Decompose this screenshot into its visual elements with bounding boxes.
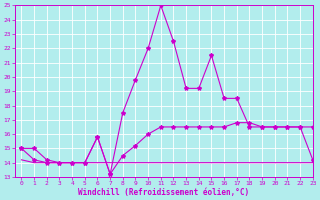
X-axis label: Windchill (Refroidissement éolien,°C): Windchill (Refroidissement éolien,°C): [78, 188, 250, 197]
